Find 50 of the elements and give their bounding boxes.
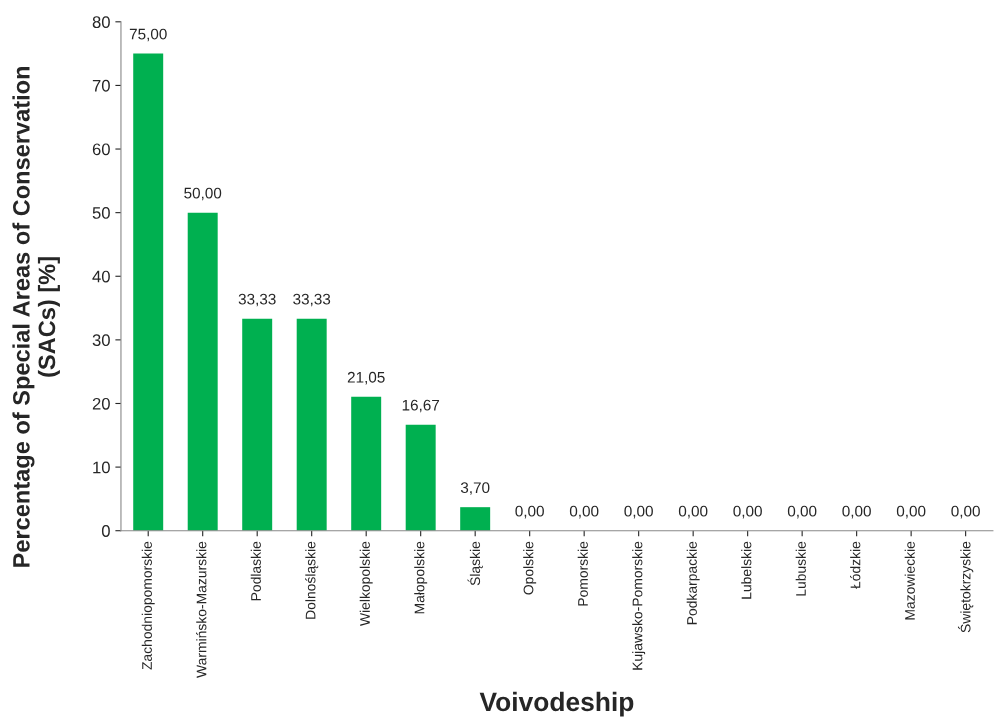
data-label: 16,67 [402,399,440,413]
bar [242,318,273,531]
data-label: 0,00 [515,505,544,519]
data-label: 0,00 [624,505,653,519]
y-axis-title: Percentage of Special Areas of Conservation (SACs) [%] [12,66,60,567]
x-tick-label: Podlaskie [250,541,261,601]
bar [187,212,218,531]
data-label: 0,00 [569,505,599,519]
x-tick-label: Wielkopolskie [359,541,373,626]
x-tick-label: Dolnośląskie [305,541,319,619]
x-axis-title: Voivodeship [479,691,634,717]
data-label: 3,70 [460,482,490,495]
data-label: 33,33 [293,293,331,307]
bar [460,507,491,531]
bar [133,53,164,531]
y-tick-label: 10 [93,461,110,474]
x-tick-label: Zachodniopomorskie [141,541,155,670]
data-label: 75,00 [129,28,167,42]
y-tick-label: 80 [92,16,110,29]
x-tick-label: Mazowieckie [904,541,915,620]
y-tick-label: 20 [92,397,110,410]
data-label: 0,00 [896,505,926,519]
y-tick-label: 70 [92,79,110,92]
y-tick-label: 50 [92,207,110,219]
y-tick-label: 0 [101,525,110,537]
x-tick-label: Łódzkie [850,541,861,589]
x-tick-label: Pomorskie [577,541,588,606]
y-tick-label: 60 [92,143,110,156]
x-tick-label: Lubelskie [741,541,752,599]
data-label: 21,05 [347,371,385,385]
data-label: 0,00 [842,505,871,519]
y-tick-label: 40 [92,270,110,283]
data-label: 0,00 [733,505,762,519]
bar [296,318,327,531]
x-tick-label: Małopolskie [414,541,428,614]
bar [351,396,382,531]
data-label: 0,00 [787,505,817,519]
x-tick-label: Kujawsko-Pomorskie [632,541,646,670]
x-tick-label: Świętokrzyskie [957,541,974,633]
x-tick-label: Podkarpackie [686,541,700,625]
y-tick-label: 30 [92,334,110,347]
data-label: 33,33 [238,293,276,307]
data-label: 0,00 [678,505,708,519]
x-tick-label: Śląskie [467,541,483,586]
data-label: 0,00 [951,505,980,519]
x-tick-label: Lubuskie [795,541,806,596]
data-label: 50,00 [184,187,222,201]
x-tick-label: Warmińsko-Mazurskie [196,541,207,678]
bar [405,424,436,531]
x-tick-label: Opolskie [523,541,537,595]
